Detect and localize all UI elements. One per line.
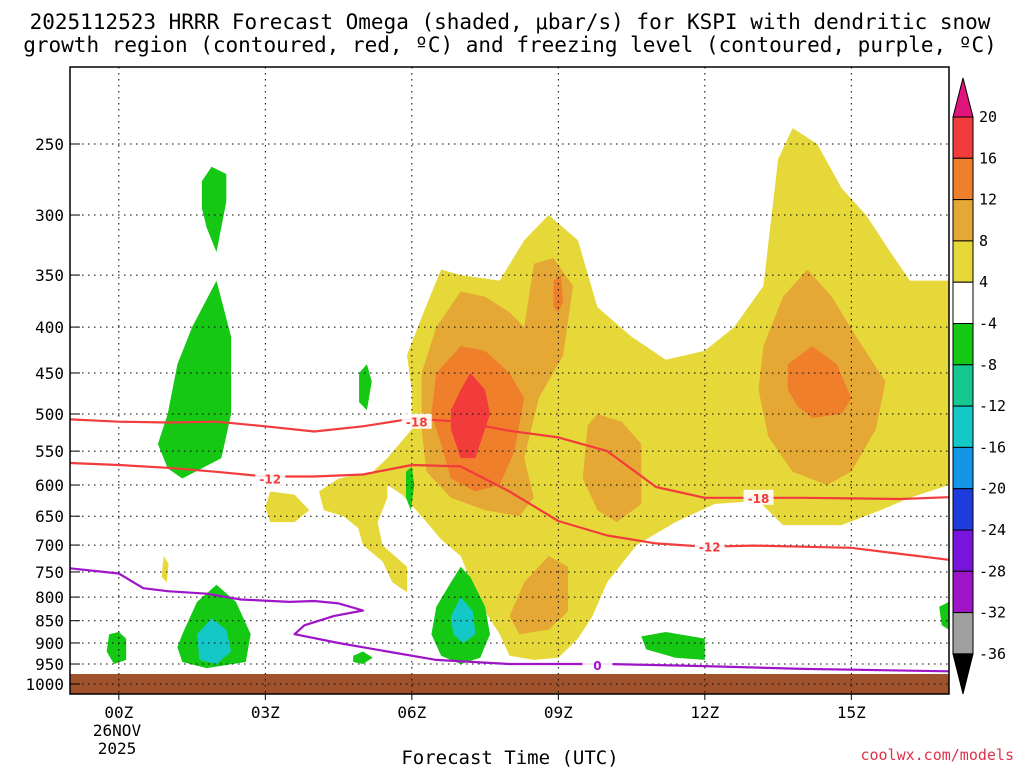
colorbar-label: -12 [979, 397, 1006, 415]
contour-label-bg [582, 656, 613, 672]
y-tick-label: 600 [35, 476, 64, 495]
colorbar-box [952, 281, 974, 325]
contour-label-bg [743, 489, 774, 505]
omega-positive-strong-3 [553, 275, 564, 313]
colorbar-box [952, 199, 974, 242]
y-tick-label: 350 [35, 266, 64, 285]
contour-label: -12 [259, 472, 281, 486]
colorbar-box [952, 405, 974, 448]
x-tick-label: 03Z [251, 703, 280, 722]
plot-area: -18 -18 -12 -12 0 [69, 66, 950, 695]
y-tick-label: 950 [35, 655, 64, 674]
colorbar-box [952, 488, 974, 531]
colorbar-box [952, 116, 974, 159]
contour-label-bg [401, 413, 432, 429]
colorbar-box [952, 529, 974, 572]
omega-negative-10 [939, 601, 949, 630]
y-tick-label: 1000 [25, 675, 64, 694]
colorbar-top-arrow [952, 77, 974, 118]
omega-negative-1 [157, 280, 232, 479]
y-tick-label: 550 [35, 442, 64, 461]
omega-positive-moderate-4 [509, 556, 569, 635]
contour-label: 0 [593, 659, 601, 673]
omega-positive-small-2 [161, 556, 169, 583]
y-tick-label: 300 [35, 206, 64, 225]
colorbar-box [952, 612, 974, 655]
y-tick-label: 250 [35, 135, 64, 154]
colorbar-label: -32 [979, 604, 1006, 622]
omega-positive-small-1 [265, 491, 310, 523]
colorbar-box [952, 157, 974, 201]
chart-title-line2: growth region (contoured, red, ºC) and f… [23, 33, 997, 57]
colorbar: 20 16 12 8 4 -4 -8 -12 -16 -20 -24 -28 -32 -36 [952, 77, 1006, 695]
colorbar-label: -8 [979, 356, 997, 374]
colorbar-box [952, 240, 974, 283]
y-tick-label: 500 [35, 405, 64, 424]
colorbar-label: 16 [979, 149, 997, 167]
colorbar-label: 20 [979, 108, 997, 126]
omega-positive-strong-2 [787, 346, 852, 418]
contour-label-bg [694, 538, 725, 554]
omega-negative-2 [201, 166, 227, 253]
contour-label: -12 [699, 541, 721, 555]
colorbar-label: -4 [979, 315, 997, 333]
colorbar-box [952, 446, 974, 490]
omega-negative-8 [106, 632, 127, 664]
x-tick-label: 06Z [397, 703, 426, 722]
contour-label: -18 [406, 416, 428, 430]
omega-negative-core-2 [450, 597, 476, 643]
y-tick-label: 650 [35, 507, 64, 526]
chart-title-line1: 2025112523 HRRR Forecast Omega (shaded, … [30, 10, 991, 34]
y-tick-label: 850 [35, 612, 64, 631]
contour-label: -18 [748, 492, 770, 506]
credit-text: coolwx.com/models [860, 746, 1014, 764]
colorbar-label: -24 [979, 521, 1006, 539]
date-label-line1: 26NOV [93, 721, 142, 740]
colorbar-label: 8 [979, 232, 988, 250]
colorbar-label: 4 [979, 273, 988, 291]
date-label-line2: 2025 [98, 739, 137, 758]
dgz_minus18-contour [69, 417, 950, 501]
colorbar-label: -16 [979, 438, 1006, 456]
x-axis: 00Z 03Z 06Z 09Z 12Z 15Z [104, 694, 866, 722]
x-tick-label: 12Z [690, 703, 719, 722]
grid-lines [70, 67, 949, 694]
x-tick-label: 00Z [104, 703, 133, 722]
y-axis: 250 300 350 400 450 500 550 600 650 700 750 800 850 9… [25, 135, 80, 694]
contour-lines: -18 -18 -12 -12 0 [69, 413, 950, 673]
contour-label-bg [255, 470, 286, 486]
colorbar-label: -36 [979, 645, 1006, 663]
colorbar-box [952, 570, 974, 614]
y-tick-label: 800 [35, 588, 64, 607]
omega-negative-7 [641, 632, 705, 660]
x-tick-label: 09Z [544, 703, 573, 722]
y-tick-label: 400 [35, 318, 64, 337]
omega-positive-max [450, 373, 490, 459]
omega-shading [106, 128, 949, 669]
omega-negative-9 [353, 651, 373, 664]
x-tick-label: 15Z [837, 703, 866, 722]
colorbar-label: -28 [979, 562, 1006, 580]
freezing_level-contour [69, 567, 950, 673]
colorbar-box [952, 323, 974, 366]
omega-negative-5 [359, 364, 372, 411]
omega-positive-main [319, 128, 949, 660]
omega-negative-core-1 [197, 618, 232, 664]
colorbar-label: -20 [979, 480, 1006, 498]
omega-positive-moderate-3 [582, 414, 642, 523]
y-tick-label: 450 [35, 364, 64, 383]
plot-frame [69, 66, 950, 695]
colorbar-bottom-arrow [952, 653, 974, 695]
y-tick-label: 900 [35, 634, 64, 653]
y-tick-label: 700 [35, 536, 64, 555]
dgz_minus12-contour [69, 461, 950, 561]
colorbar-box [952, 364, 974, 407]
x-axis-title: Forecast Time (UTC) [401, 747, 618, 768]
y-tick-label: 750 [35, 563, 64, 582]
colorbar-label: 12 [979, 191, 997, 209]
ground-layer [70, 674, 949, 694]
